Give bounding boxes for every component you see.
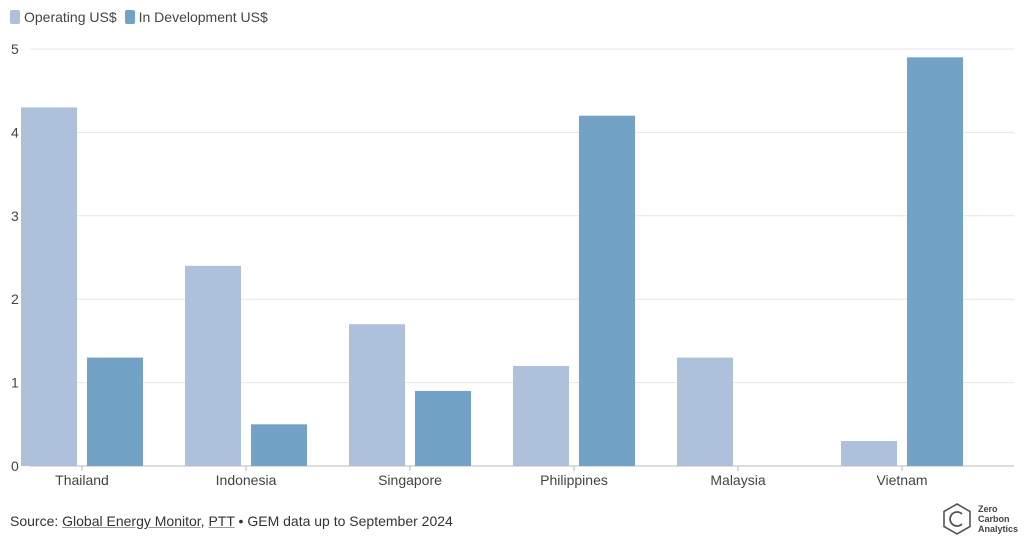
legend-label-development: In Development US$ [138,9,268,25]
chart-legend: Operating US$ In Development US$ [10,9,270,25]
legend-swatch-development [124,10,135,24]
source-footer: Source: Global Energy Monitor, PTT • GEM… [10,513,453,529]
bar-development [87,357,143,466]
y-tick-label: 4 [11,124,19,140]
x-tick-label: Malaysia [710,472,765,488]
bar-operating [841,440,897,466]
bar-operating [349,324,405,466]
bar-operating [677,357,733,466]
logo-line-2: Carbon [978,514,1010,524]
bar-development [415,390,471,466]
legend-item-operating[interactable]: Operating US$ [10,9,117,25]
x-tick-label: Vietnam [876,472,927,488]
y-tick-label: 2 [11,291,19,307]
footer-separator: , [200,513,209,529]
y-tick-label: 5 [11,41,19,57]
bar-operating [185,265,241,466]
logo-text: Zero Carbon Analytics [978,504,1018,534]
footer-suffix: • GEM data up to September 2024 [234,513,453,529]
y-tick-label: 0 [11,458,19,474]
bar-development [907,57,963,467]
y-tick-label: 3 [11,208,19,224]
source-link-ptt[interactable]: PTT [208,513,235,529]
logo-line-3: Analytics [978,524,1019,534]
x-tick-label: Philippines [540,472,608,488]
x-tick-label: Thailand [55,472,109,488]
hexagon-c-icon [943,503,971,535]
x-tick-label: Singapore [378,472,442,488]
source-link-gem[interactable]: Global Energy Monitor [62,513,201,529]
bar-operating [513,365,569,466]
footer-prefix: Source: [10,513,63,529]
zero-carbon-analytics-logo: Zero Carbon Analytics [942,503,1018,535]
bar-operating [21,107,77,466]
logo-line-1: Zero [978,504,998,514]
y-tick-label: 1 [11,375,19,391]
legend-item-development[interactable]: In Development US$ [124,9,268,25]
bar-development [251,424,307,466]
x-tick-label: Indonesia [216,472,277,488]
bar-development [579,115,635,466]
legend-label-operating: Operating US$ [24,9,117,25]
legend-swatch-operating [10,10,20,24]
bar-chart: 0 1 2 3 4 5 Thailand Indonesia Singapore Philippi… [11,41,1014,488]
